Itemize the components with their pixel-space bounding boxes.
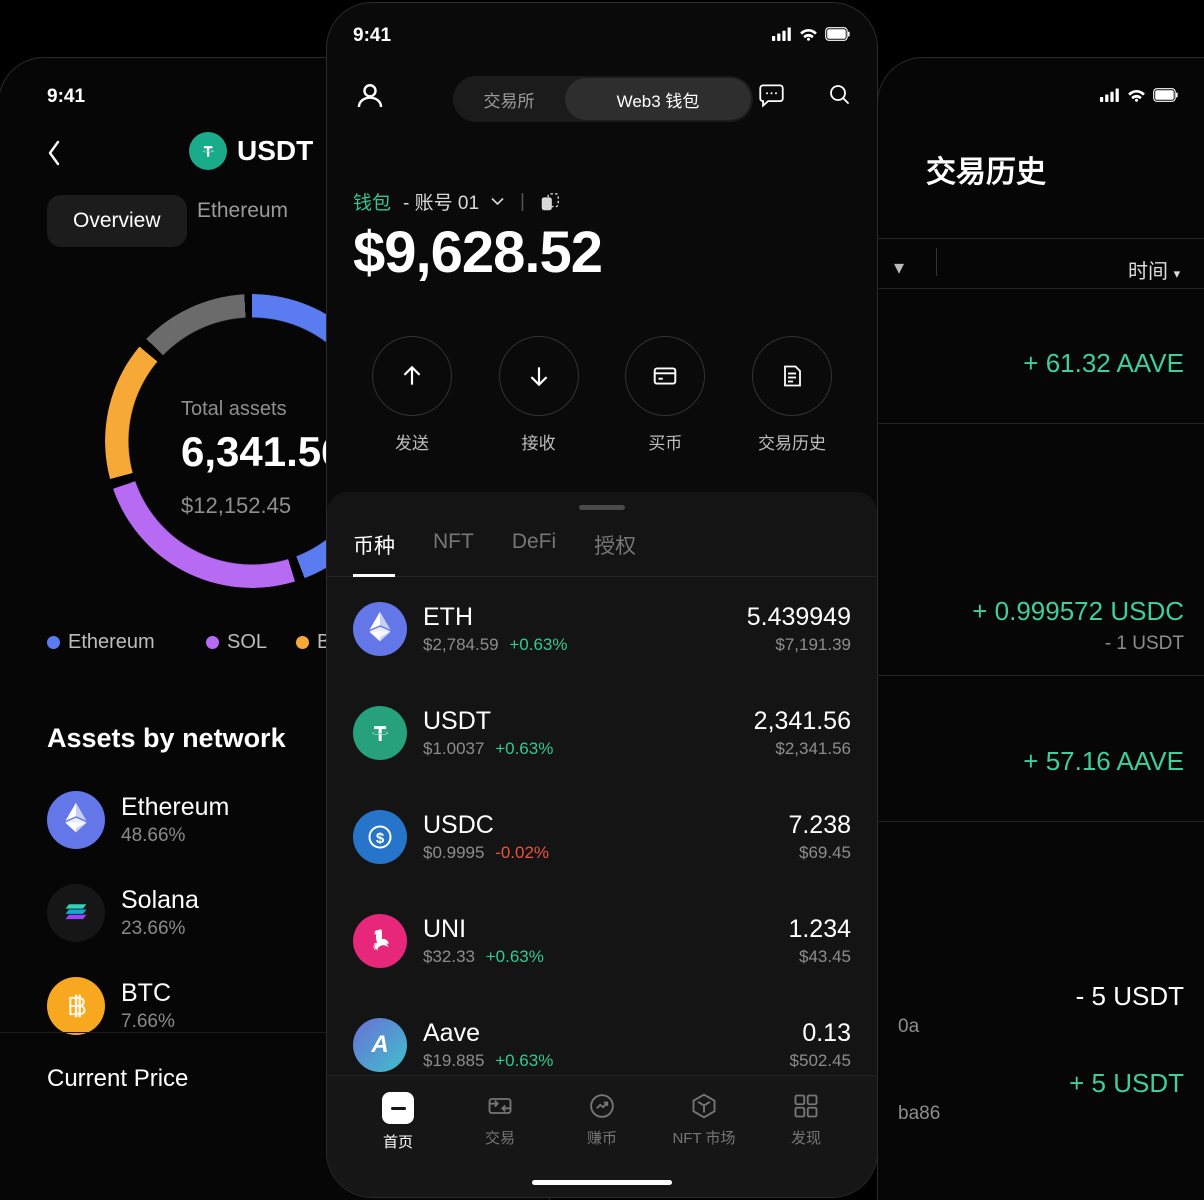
svg-text:$: $ [376,830,385,847]
